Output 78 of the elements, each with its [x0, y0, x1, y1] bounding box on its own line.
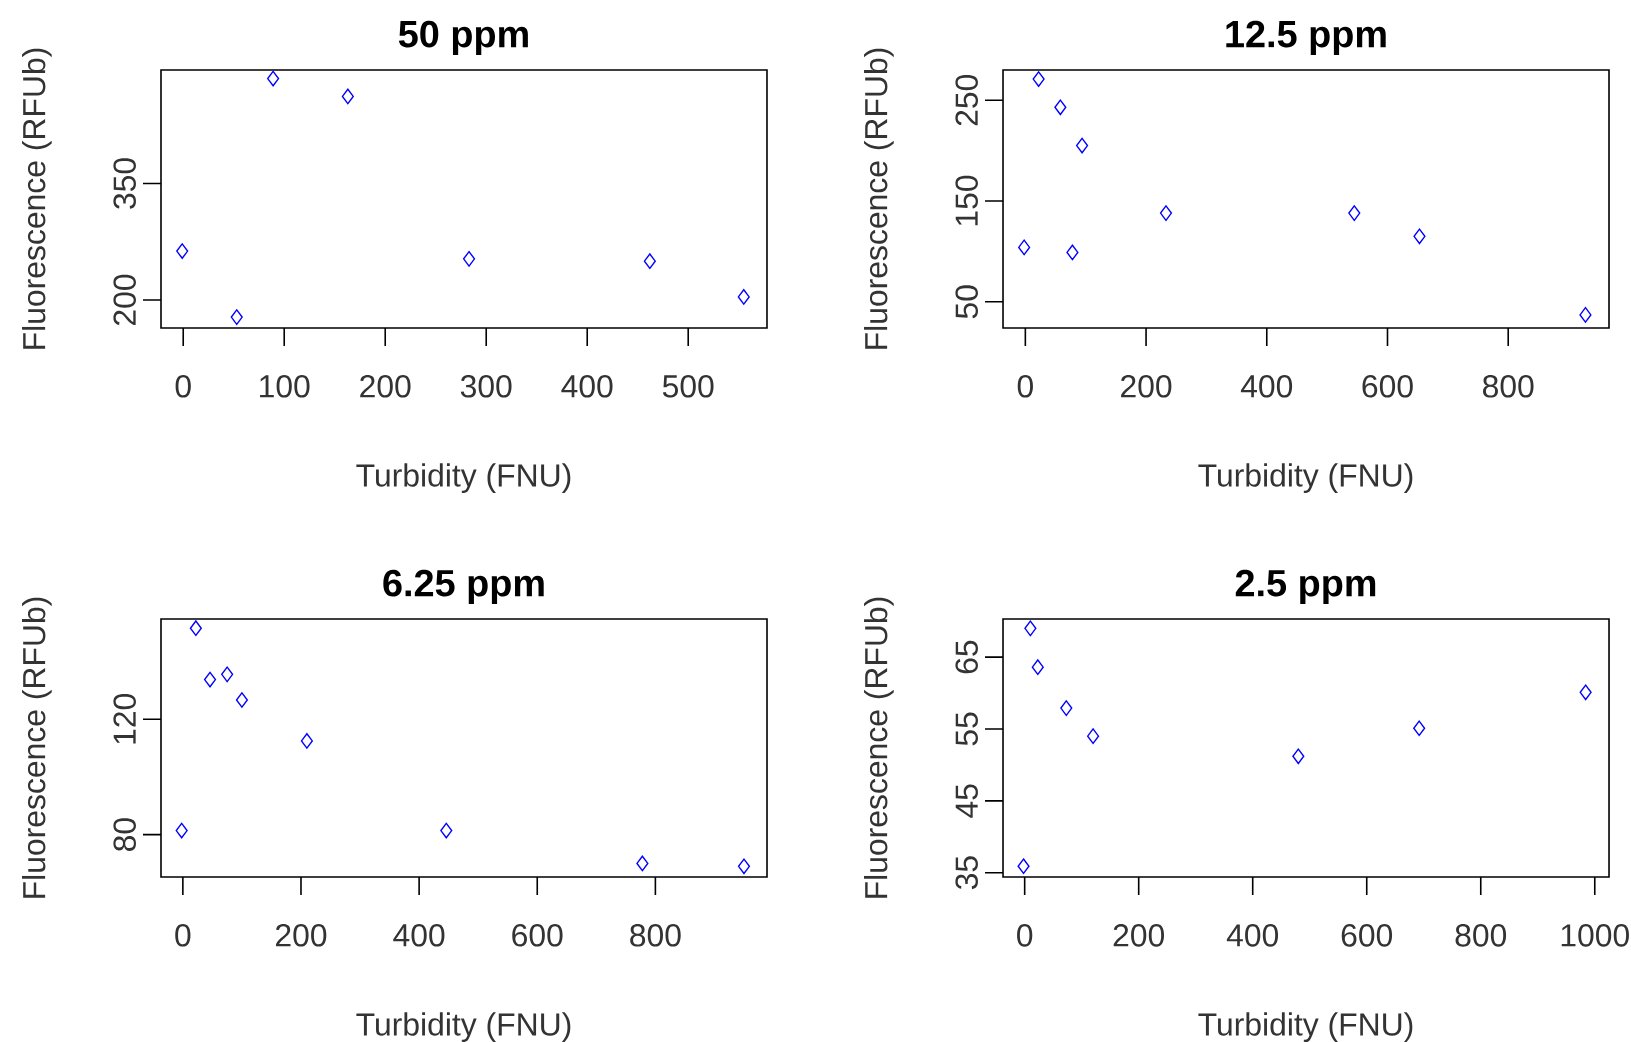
x-tick-label: 200 [275, 924, 327, 947]
point [1075, 137, 1089, 154]
point [440, 822, 453, 839]
y-tick-label: 150 [955, 175, 978, 226]
point [1066, 244, 1079, 261]
y-axis-title: Fluorescence (RFUb) [22, 597, 52, 898]
point [1579, 307, 1592, 323]
point [1017, 858, 1030, 875]
x-axis-title: Turbidity (FNU) [356, 1012, 571, 1042]
x-axis-title: Turbidity (FNU) [1198, 1012, 1413, 1042]
x-tick-label: 800 [630, 924, 681, 947]
y-tick-label: 350 [113, 158, 136, 209]
x-tick-label: 200 [1113, 924, 1165, 947]
point [462, 250, 476, 267]
chart-title: 6.25 ppm [383, 569, 544, 604]
point [1018, 239, 1031, 256]
chart-title: 50 ppm [398, 20, 528, 55]
y-tick-label: 55 [955, 712, 978, 746]
x-axis-title: Turbidity (FNU) [356, 463, 571, 494]
x-tick-label: 0 [1017, 924, 1033, 947]
x-tick-label: 400 [561, 375, 613, 398]
x-tick-label: 200 [360, 375, 411, 398]
point [1031, 659, 1044, 676]
x-tick-label: 200 [1121, 375, 1172, 398]
x-tick-label: 0 [1017, 375, 1033, 398]
x-tick-label: 400 [393, 924, 445, 947]
chart-title: 12.5 ppm [1226, 20, 1386, 55]
x-tick-label: 600 [1341, 924, 1393, 947]
x-tick-label: 0 [175, 375, 191, 398]
point [267, 70, 280, 87]
x-tick-label: 500 [662, 375, 714, 398]
y-tick-label: 45 [955, 784, 978, 818]
point [1292, 748, 1305, 765]
point [189, 620, 202, 637]
x-tick-label: 300 [460, 375, 512, 398]
y-tick-label: 65 [955, 640, 978, 674]
x-tick-label: 1000 [1561, 924, 1629, 947]
point [636, 855, 649, 872]
x-tick-label: 400 [1240, 375, 1293, 398]
point [235, 692, 249, 708]
y-axis-title: Fluorescence (RFUb) [864, 597, 894, 898]
point [1159, 205, 1173, 222]
y-tick-label: 80 [113, 818, 136, 851]
point [176, 243, 189, 259]
y-tick-label: 120 [113, 694, 136, 744]
point [175, 822, 188, 839]
y-axis-title: Fluorescence (RFUb) [22, 48, 52, 349]
x-tick-label: 600 [1362, 375, 1413, 398]
point [1348, 205, 1361, 222]
x-axis-title: Turbidity (FNU) [1198, 463, 1413, 494]
x-tick-label: 0 [175, 924, 191, 947]
x-tick-label: 400 [1226, 924, 1279, 947]
chart-title: 2.5 ppm [1235, 569, 1376, 604]
point [1032, 71, 1045, 87]
point [1024, 620, 1037, 637]
y-axis-title: Fluorescence (RFUb) [864, 48, 894, 349]
point [1413, 720, 1426, 737]
point [1054, 99, 1067, 116]
point [737, 858, 751, 875]
y-tick-label: 35 [955, 856, 978, 890]
x-tick-label: 600 [512, 924, 563, 947]
point [221, 666, 234, 683]
point [230, 309, 243, 326]
point [1579, 684, 1592, 701]
point [1086, 728, 1100, 745]
point [737, 289, 750, 305]
x-tick-label: 800 [1482, 375, 1534, 398]
point [1060, 700, 1073, 717]
point [1413, 228, 1426, 245]
point [341, 88, 354, 105]
y-tick-label: 50 [955, 285, 978, 319]
y-tick-label: 200 [113, 274, 136, 326]
x-tick-label: 800 [1455, 924, 1507, 947]
point [203, 671, 217, 688]
y-tick-label: 250 [955, 74, 978, 126]
point [300, 733, 313, 749]
point [643, 253, 656, 270]
x-tick-label: 100 [260, 375, 310, 398]
